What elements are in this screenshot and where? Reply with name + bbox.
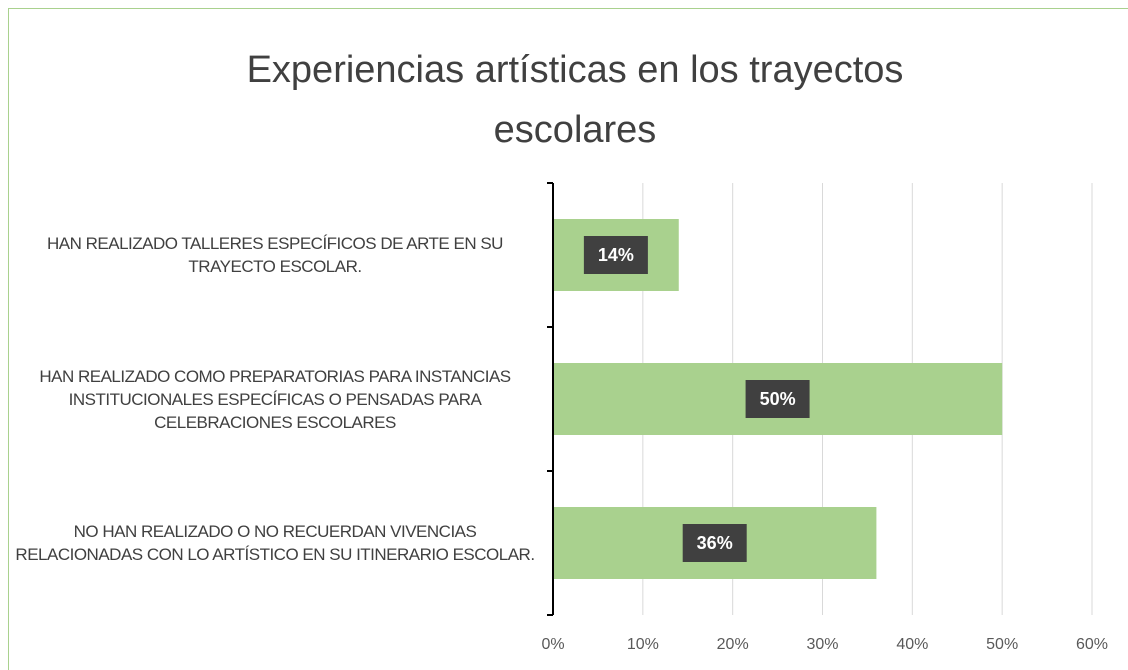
chart-title: Experiencias artísticas en los trayectos… xyxy=(246,49,904,151)
x-tick-label: 40% xyxy=(896,636,928,653)
x-tick-label: 30% xyxy=(806,636,838,653)
y-tick-label: HAN REALIZADO COMO PREPARATORIAS PARA IN… xyxy=(39,366,511,432)
value-label-box xyxy=(583,236,648,274)
x-tick-label: 60% xyxy=(1076,636,1108,653)
value-label: 36% xyxy=(697,533,733,553)
value-label: 50% xyxy=(760,389,796,409)
value-label-box xyxy=(745,380,810,418)
x-tick-label: 0% xyxy=(541,636,564,653)
chart-border xyxy=(8,8,1128,670)
value-label-box xyxy=(682,524,747,562)
y-tick-label: NO HAN REALIZADO O NO RECUERDAN VIVENCIA… xyxy=(15,522,535,564)
x-tick-label: 50% xyxy=(986,636,1018,653)
value-label: 14% xyxy=(598,245,634,265)
y-tick-label: HAN REALIZADO TALLERES ESPECÍFICOS DE AR… xyxy=(47,234,503,276)
x-tick-label: 10% xyxy=(627,636,659,653)
x-tick-label: 20% xyxy=(717,636,749,653)
